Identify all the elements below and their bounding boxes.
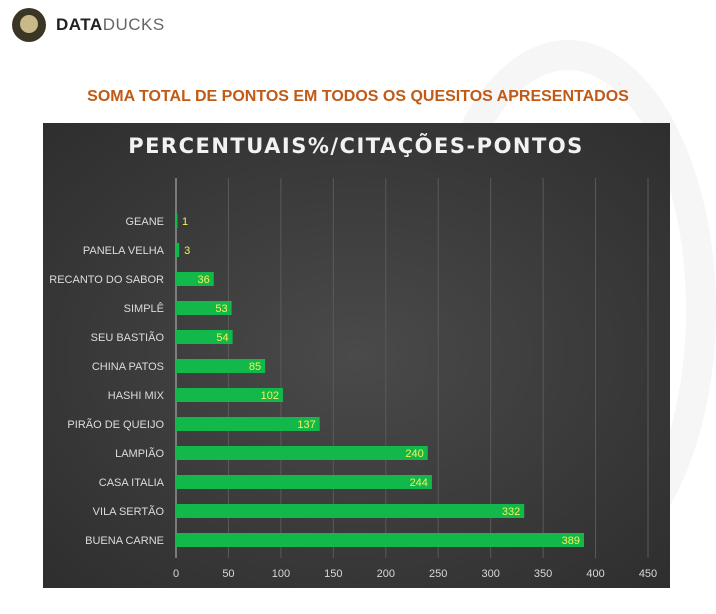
bar xyxy=(176,417,320,431)
category-label: PIRÃO DE QUEIJO xyxy=(67,418,164,431)
chart-svg: PERCENTUAIS%/CITAÇÕES-PONTOS 0 50 100 150 20… xyxy=(49,133,657,580)
category-label: CASA ITALIA xyxy=(99,477,165,489)
data-label: 332 xyxy=(502,506,520,518)
logo-text: DATADUCKS xyxy=(56,15,165,35)
bar xyxy=(176,214,178,228)
category-label: PANELA VELHA xyxy=(83,245,165,257)
bar xyxy=(176,243,180,257)
bar xyxy=(176,301,232,315)
page-heading: SOMA TOTAL DE PONTOS EM TODOS OS QUESITO… xyxy=(87,88,629,105)
bar xyxy=(176,272,214,286)
bar xyxy=(176,388,283,402)
data-label: 53 xyxy=(215,303,227,315)
category-label: HASHI MIX xyxy=(108,390,165,402)
duck-logo-icon xyxy=(12,8,46,42)
bar xyxy=(176,504,525,518)
bar xyxy=(176,533,585,547)
x-tick-label: 0 xyxy=(173,568,179,580)
bar xyxy=(176,475,432,489)
x-tick-label: 200 xyxy=(377,568,395,580)
data-label: 3 xyxy=(184,245,190,257)
chart-title: PERCENTUAIS%/CITAÇÕES-PONTOS xyxy=(128,133,584,158)
x-tick-label: 100 xyxy=(272,568,290,580)
category-label: SIMPLÊ xyxy=(124,302,164,315)
x-tick-label: 400 xyxy=(586,568,604,580)
data-label: 54 xyxy=(216,332,228,344)
x-tick-label: 300 xyxy=(481,568,499,580)
bar xyxy=(176,330,233,344)
data-label: 102 xyxy=(261,390,279,402)
data-label: 137 xyxy=(297,419,315,431)
x-tick-label: 250 xyxy=(429,568,447,580)
bar xyxy=(176,446,428,460)
category-label: SEU BASTIÃO xyxy=(91,331,165,344)
data-label: 389 xyxy=(562,535,580,547)
logo-brand-bold: DATA xyxy=(56,15,103,34)
category-label: BUENA CARNE xyxy=(85,535,164,547)
logo-brand-light: DUCKS xyxy=(102,15,165,34)
data-label: 244 xyxy=(410,477,428,489)
category-label: GEANE xyxy=(125,216,164,228)
category-label: CHINA PATOS xyxy=(92,361,164,373)
data-label: 1 xyxy=(182,216,188,228)
category-label: LAMPIÃO xyxy=(115,447,164,460)
data-label: 36 xyxy=(198,274,210,286)
x-tick-label: 150 xyxy=(324,568,342,580)
category-label: VILA SERTÃO xyxy=(93,505,165,518)
bar xyxy=(176,359,266,373)
data-label: 240 xyxy=(405,448,423,460)
x-tick-label: 350 xyxy=(534,568,552,580)
logo: DATADUCKS xyxy=(12,8,165,42)
x-tick-label: 450 xyxy=(639,568,657,580)
category-label: RECANTO DO SABOR xyxy=(49,274,164,286)
x-tick-label: 50 xyxy=(222,568,234,580)
data-label: 85 xyxy=(249,361,261,373)
bar-chart: PERCENTUAIS%/CITAÇÕES-PONTOS 0 50 100 150 20… xyxy=(43,123,670,588)
